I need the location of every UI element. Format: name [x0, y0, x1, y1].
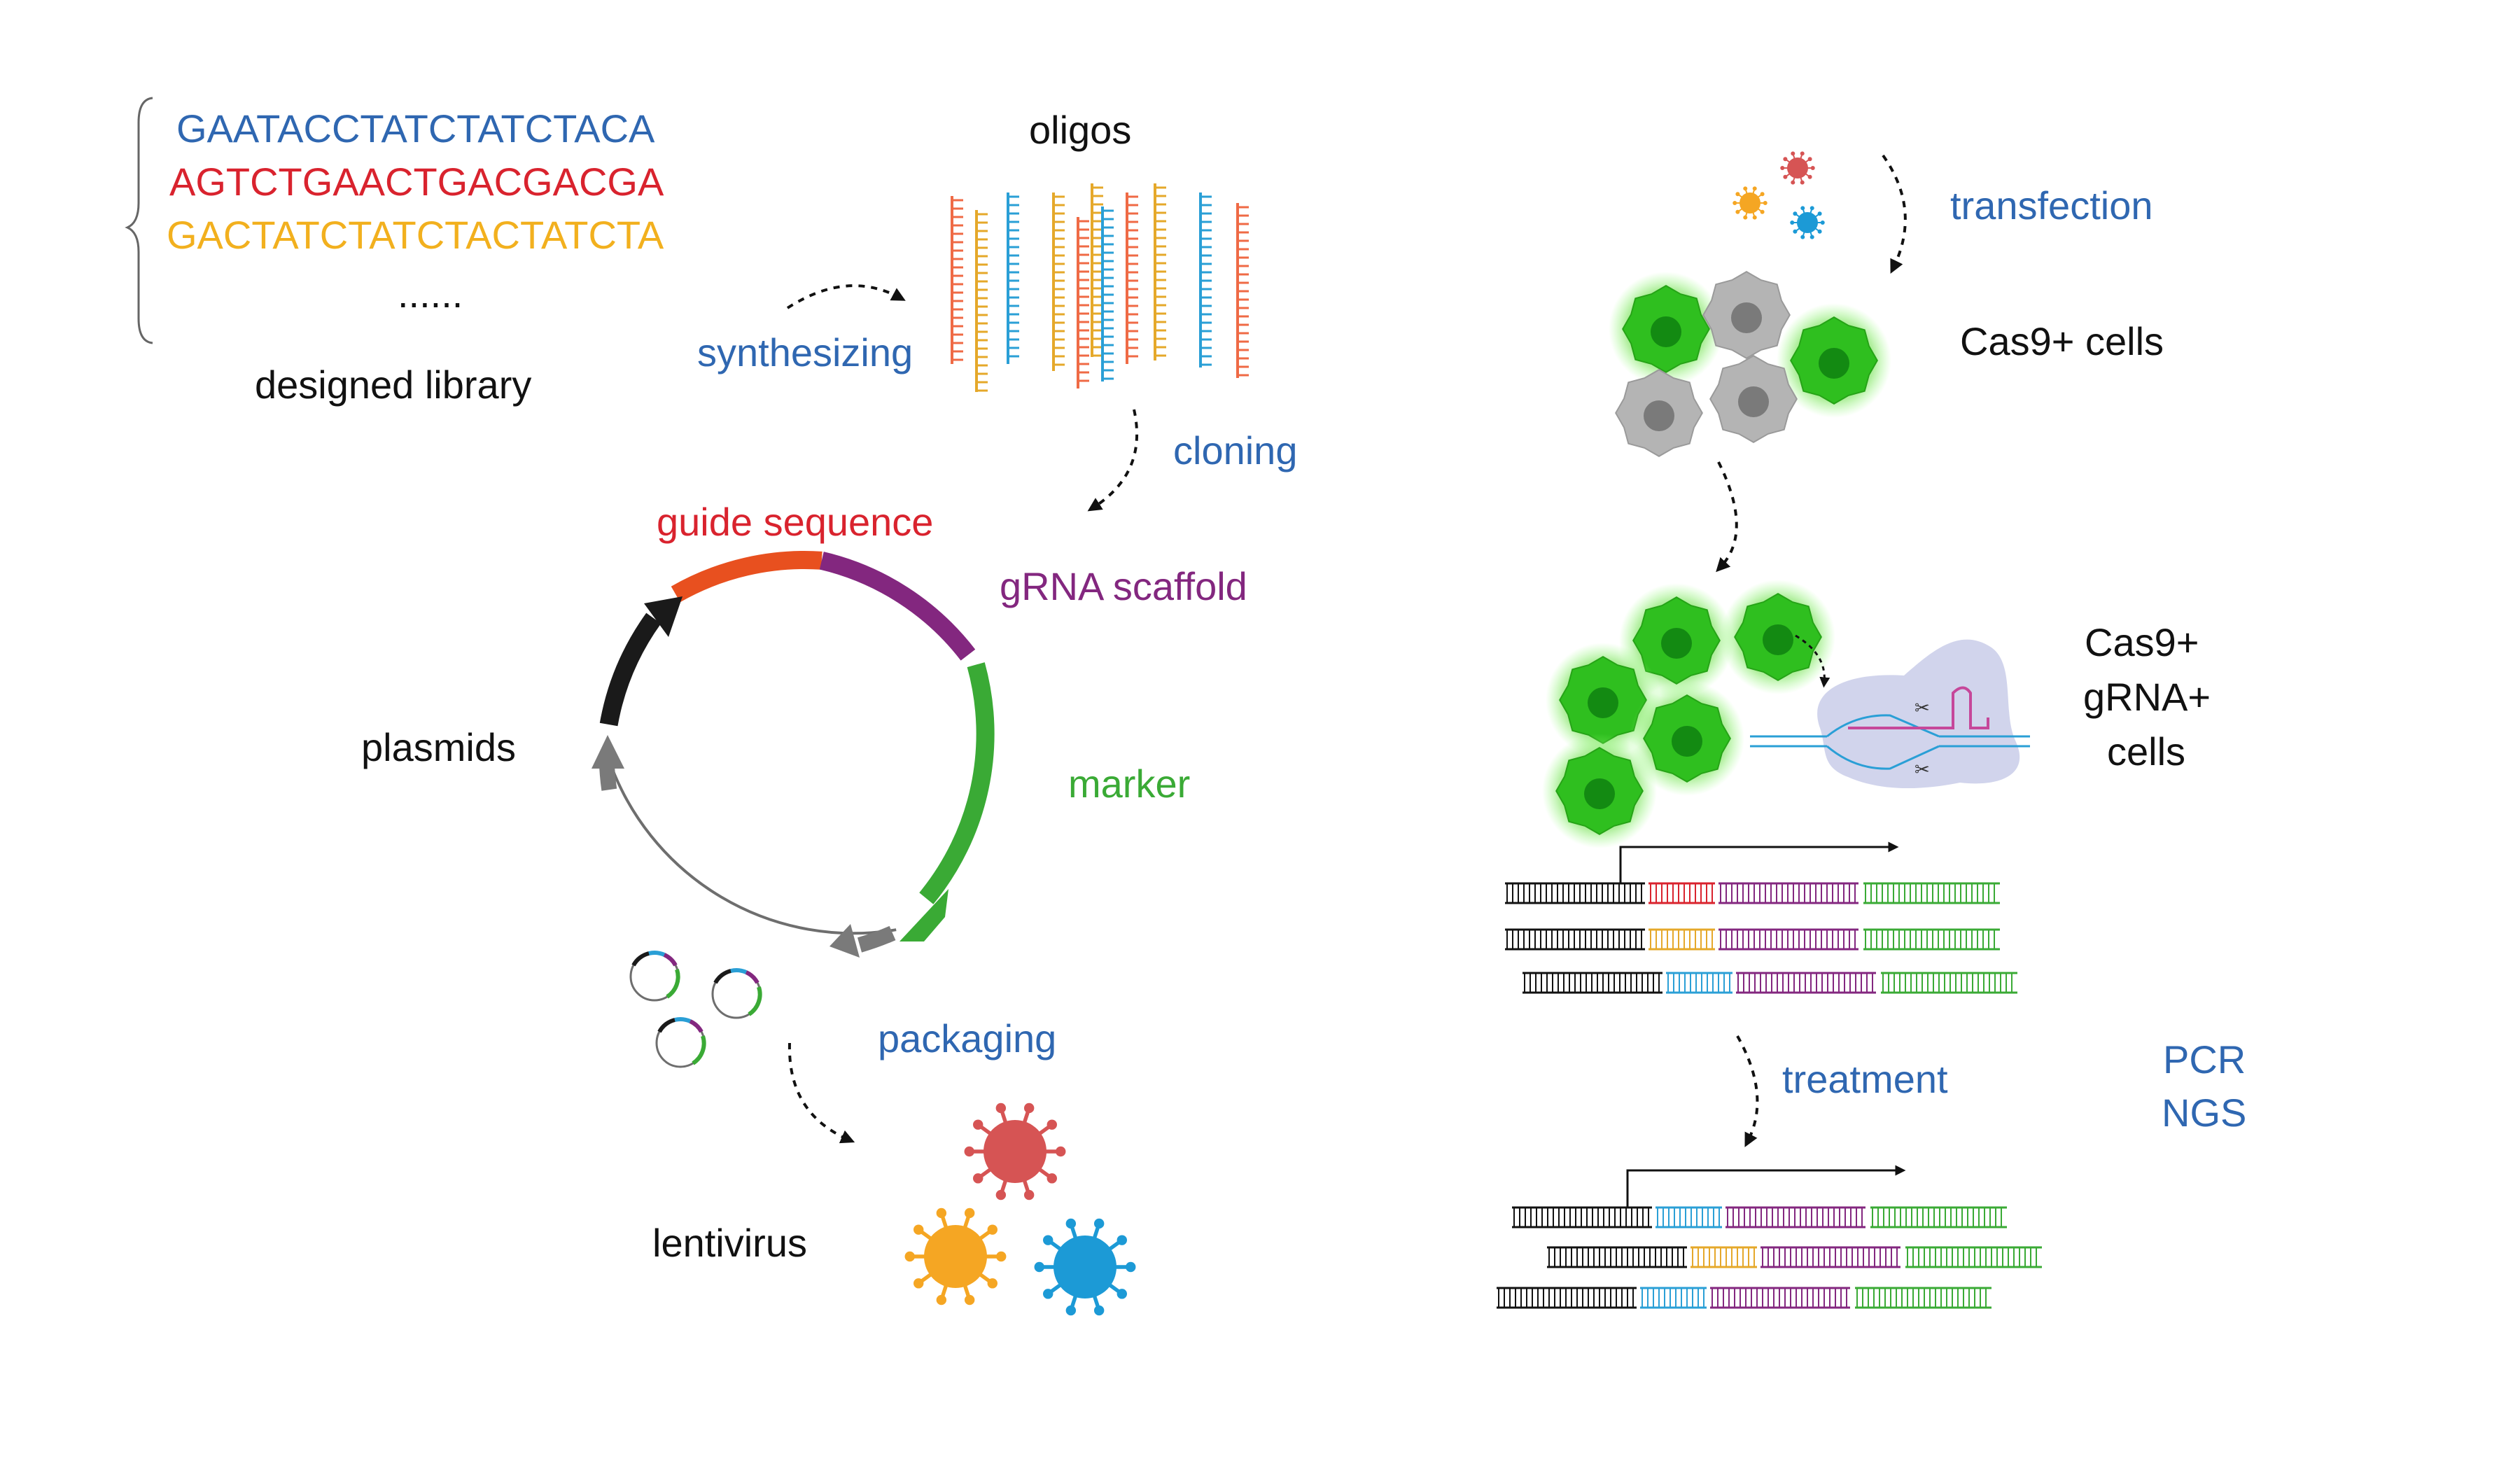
- cell-gray: [1615, 369, 1703, 457]
- plasmid-scaffold-segment: [819, 552, 976, 661]
- transcription-arrow-top: [1619, 841, 1899, 883]
- plasmid-gray-arrowhead-2: [592, 735, 624, 769]
- cas9-cell-green: [1777, 303, 1891, 418]
- cas9-cell-green: [1542, 734, 1657, 848]
- amplicon-read: [1505, 928, 2000, 951]
- cas9-grna-label-line1: Cas9+: [2085, 620, 2199, 664]
- mini-plasmid: [655, 1017, 706, 1068]
- mini-plasmids: [629, 951, 762, 1068]
- plasmid-promoter-segment: [599, 612, 662, 727]
- library-sequence-1: GAATACCTATCTATCTACA: [176, 106, 655, 150]
- guide-rna-hairpin: [1848, 686, 1989, 729]
- transfection-label: transfection: [1950, 183, 2153, 227]
- packaging-label: packaging: [878, 1016, 1057, 1060]
- designed-library-label: designed library: [255, 363, 532, 407]
- arrow-packaging: [788, 1042, 855, 1144]
- pcr-label: PCR: [2163, 1037, 2246, 1082]
- oligos-label: oligos: [1029, 108, 1132, 152]
- treatment-label: treatment: [1782, 1057, 1948, 1101]
- amplicon-read: [1497, 1287, 1991, 1309]
- lentivirus-particle: [904, 1208, 1007, 1306]
- cas9-cell-green: [1609, 272, 1723, 386]
- plasmid-promoter-arrowhead: [644, 596, 682, 637]
- amplicon-read: [1522, 972, 2017, 994]
- oligo-strand: [1007, 192, 1019, 364]
- lentivirus-particle: [964, 1102, 1066, 1200]
- oligo-strand: [1199, 192, 1212, 368]
- cloning-label: cloning: [1173, 428, 1298, 472]
- cas9-cell-green: [1630, 681, 1744, 796]
- lentivirus-particle: [1034, 1218, 1136, 1316]
- arrow-cell-to-complex: [1795, 634, 1830, 688]
- ngs-label: NGS: [2162, 1091, 2247, 1135]
- amplicon-read: [1547, 1246, 2042, 1268]
- arrow-synthesizing: [786, 284, 906, 309]
- cell-gray: [1709, 355, 1798, 443]
- plasmid-marker-segment: [919, 662, 995, 904]
- library-brace: [125, 97, 153, 344]
- cas9-cell-green: [1721, 580, 1835, 694]
- cell-population: [1542, 271, 1891, 848]
- arrow-selection: [1716, 461, 1738, 573]
- synthesizing-label: synthesizing: [697, 330, 913, 374]
- lentivirus-particle: [1732, 186, 1768, 220]
- library-sequence-3: GACTATCTATCTACTATCTA: [167, 213, 664, 257]
- cell-gray: [1702, 271, 1791, 359]
- lentivirus-particle: [1780, 151, 1815, 185]
- mini-plasmid: [711, 968, 762, 1019]
- plasmids-label: plasmids: [361, 725, 516, 769]
- oligo-strand: [1077, 217, 1089, 388]
- lentivirus-particles: [904, 151, 1825, 1316]
- sequencing-reads: [1497, 882, 2042, 1309]
- oligo-strand: [1052, 192, 1065, 371]
- plasmid-backbone: [607, 758, 897, 935]
- cas9-grna-label-line3: cells: [2107, 729, 2186, 774]
- target-dna: [1750, 714, 2030, 770]
- lentivirus-label: lentivirus: [652, 1221, 807, 1265]
- arrow-transfection: [1882, 154, 1907, 274]
- library-sequence-2: AGTCTGAACTGACGACGA: [169, 160, 664, 204]
- plasmid-map: [598, 551, 995, 953]
- plasmid-gray-arrowhead: [830, 924, 860, 958]
- mini-plasmid: [629, 951, 680, 1002]
- marker-label: marker: [1068, 762, 1191, 806]
- amplicon-read: [1505, 882, 2000, 904]
- lentivirus-particle: [1790, 206, 1825, 239]
- oligo-strand: [1101, 206, 1114, 382]
- oligo-strands: [951, 183, 1249, 392]
- guide-sequence-label: guide sequence: [657, 500, 934, 544]
- oligo-strand: [1154, 183, 1166, 360]
- svg-text:✂: ✂: [1914, 698, 1930, 719]
- plasmid-guide-segment: [671, 551, 822, 603]
- cas9-grna-complex: ✂ ✂: [1750, 639, 2030, 789]
- amplicon-read: [1512, 1206, 2007, 1228]
- oligo-strand: [1126, 192, 1138, 364]
- oligo-strand: [975, 210, 988, 392]
- oligo-strand: [1236, 203, 1249, 378]
- cas9-cells-label: Cas9+ cells: [1960, 319, 2164, 363]
- svg-text:✂: ✂: [1914, 760, 1930, 780]
- cas9-grna-label-line2: gRNA+: [2083, 675, 2211, 719]
- plasmid-marker-arrowhead: [899, 889, 948, 941]
- arrow-treatment: [1736, 1035, 1759, 1147]
- grna-scaffold-label: gRNA scaffold: [1000, 564, 1247, 608]
- arrow-cloning: [1087, 409, 1139, 512]
- library-ellipsis: ......: [398, 272, 463, 316]
- transcription-arrow-bottom: [1626, 1165, 1906, 1208]
- oligo-strand: [951, 196, 963, 364]
